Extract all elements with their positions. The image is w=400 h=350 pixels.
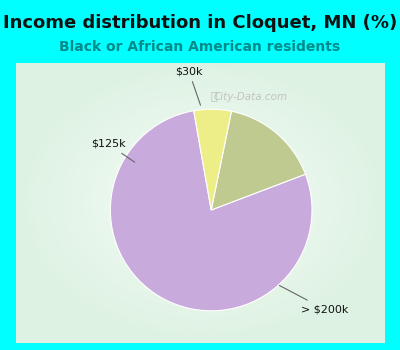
Text: Income distribution in Cloquet, MN (%): Income distribution in Cloquet, MN (%) — [3, 14, 397, 32]
Wedge shape — [110, 111, 312, 311]
Text: Black or African American residents: Black or African American residents — [60, 40, 340, 54]
Wedge shape — [211, 111, 306, 210]
Wedge shape — [194, 109, 232, 210]
Text: City-Data.com: City-Data.com — [213, 92, 288, 102]
Text: $30k: $30k — [175, 66, 202, 105]
Text: $125k: $125k — [91, 139, 135, 162]
Text: ⦿: ⦿ — [211, 92, 217, 102]
Text: > $200k: > $200k — [280, 286, 348, 314]
